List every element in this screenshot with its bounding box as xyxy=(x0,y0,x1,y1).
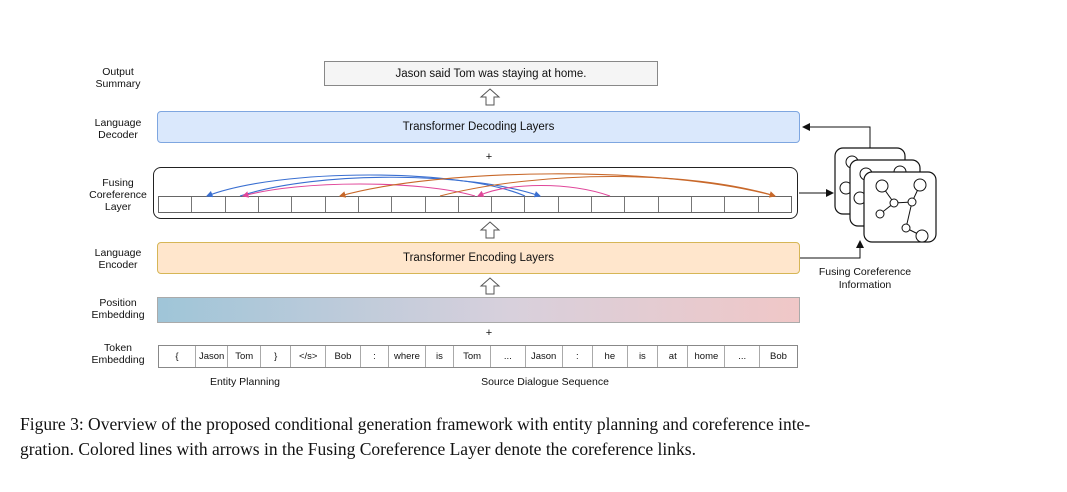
label-line: Language xyxy=(94,117,142,129)
fusing-cell xyxy=(192,197,226,212)
caption-line: Figure 3: Overview of the proposed condi… xyxy=(20,414,811,434)
fusing-info-label: Fusing Coreference Information xyxy=(800,266,930,292)
figure-caption: Figure 3: Overview of the proposed condi… xyxy=(20,412,1050,462)
token-cell: where xyxy=(389,346,426,367)
token-cell: he xyxy=(593,346,628,367)
label-line: Coreference xyxy=(89,189,147,201)
label-line: Token xyxy=(103,342,133,354)
fusing-cell xyxy=(326,197,359,212)
fusing-cell xyxy=(259,197,293,212)
output-summary-box: Jason said Tom was staying at home. xyxy=(324,61,658,86)
coref-link-orange-2 xyxy=(439,176,777,198)
token-cell: ... xyxy=(725,346,761,367)
token-cell: Jason xyxy=(196,346,229,367)
encoder-box: Transformer Encoding Layers xyxy=(157,242,800,274)
label-language-decoder: Language Decoder xyxy=(80,117,156,141)
fusing-cells-row xyxy=(158,196,792,213)
up-arrow-icon xyxy=(479,221,501,239)
fusing-cell xyxy=(592,197,626,212)
label-line: Embedding xyxy=(91,354,145,366)
entity-planning-label: Entity Planning xyxy=(209,376,281,388)
token-cell: Jason xyxy=(526,346,563,367)
label-line: Summary xyxy=(95,78,141,90)
fusing-cell xyxy=(625,197,659,212)
fusing-cell xyxy=(426,197,459,212)
label-line: Output xyxy=(102,66,134,78)
fusing-cell xyxy=(392,197,426,212)
coref-link-pink-1 xyxy=(241,183,476,198)
token-cell: is xyxy=(628,346,659,367)
label-language-encoder: Language Encoder xyxy=(80,247,156,271)
fusing-cell xyxy=(525,197,559,212)
label-token-embedding: Token Embedding xyxy=(80,342,156,366)
position-embedding-bar xyxy=(157,297,800,323)
label-line: Language xyxy=(94,247,142,259)
fusing-cell xyxy=(559,197,593,212)
fusing-cell xyxy=(292,197,326,212)
token-cell: home xyxy=(688,346,726,367)
up-arrow-icon xyxy=(479,88,501,106)
coref-link-orange-1 xyxy=(338,173,776,198)
source-dialogue-label: Source Dialogue Sequence xyxy=(481,376,609,388)
fusing-cell xyxy=(226,197,259,212)
token-cell: Tom xyxy=(228,346,261,367)
token-embedding-row: {Jason Tom} </s> Bob: where is Tom... Jason: he i… xyxy=(158,345,798,368)
fusing-cell xyxy=(492,197,526,212)
label-line: Fusing xyxy=(102,177,134,189)
label-line: Layer xyxy=(104,201,132,213)
output-summary-text: Jason said Tom was staying at home. xyxy=(395,67,587,80)
token-cell: Tom xyxy=(454,346,491,367)
label-output-summary: Output Summary xyxy=(80,66,156,90)
fusing-cell xyxy=(692,197,726,212)
fusing-info-line: Fusing Coreference xyxy=(818,266,912,278)
label-fusing-layer: Fusing Coreference Layer xyxy=(80,177,156,213)
token-cell: : xyxy=(361,346,389,367)
label-line: Embedding xyxy=(91,309,145,321)
fusing-cell xyxy=(159,197,193,212)
token-cell: Bob xyxy=(326,346,361,367)
decoder-box: Transformer Decoding Layers xyxy=(157,111,800,143)
plus-sign-embedding: + xyxy=(485,327,493,339)
fusing-info-line: Information xyxy=(838,279,892,291)
fusing-cell xyxy=(359,197,393,212)
plus-sign-decoder: + xyxy=(485,151,493,163)
diagram-overlay xyxy=(205,88,937,295)
label-line: Encoder xyxy=(98,259,138,271)
label-position-embedding: Position Embedding xyxy=(80,297,156,321)
token-cell: </s> xyxy=(291,346,327,367)
fusing-cell xyxy=(659,197,692,212)
token-cell: Bob xyxy=(770,351,787,362)
token-cell: ... xyxy=(491,346,526,367)
label-line: Position xyxy=(99,297,137,309)
fusing-cell xyxy=(725,197,759,212)
token-cell: is xyxy=(426,346,455,367)
caption-line: gration. Colored lines with arrows in th… xyxy=(20,439,696,459)
fusing-cell xyxy=(459,197,493,212)
token-cell: } xyxy=(261,346,292,367)
up-arrow-icon xyxy=(479,277,501,295)
label-line: Decoder xyxy=(98,129,138,141)
decoder-text: Transformer Decoding Layers xyxy=(402,121,555,133)
token-cell: : xyxy=(563,346,593,367)
token-cell: at xyxy=(658,346,689,367)
token-cell: { xyxy=(159,346,196,367)
arrow-to-decoder xyxy=(802,123,871,152)
encoder-text: Transformer Encoding Layers xyxy=(402,252,555,264)
arrow-encoder-to-graphs xyxy=(800,240,864,259)
coref-link-pink-2 xyxy=(476,184,611,197)
coreference-graph-icon xyxy=(863,171,937,243)
coref-link-blue-1 xyxy=(205,174,526,198)
